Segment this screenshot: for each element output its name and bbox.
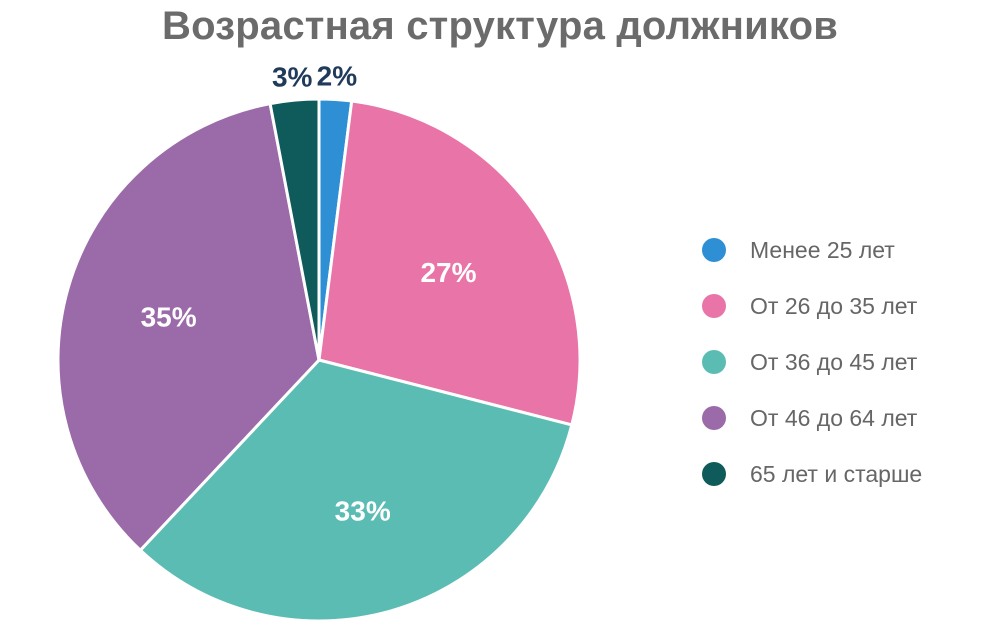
legend-label: 65 лет и старше <box>750 460 923 487</box>
slice-value-label: 27% <box>420 257 476 288</box>
legend-item: От 26 до 35 лет <box>702 278 922 334</box>
legend-label: От 26 до 35 лет <box>750 292 918 319</box>
slice-value-label: 2% <box>317 61 358 92</box>
legend-marker <box>702 406 726 430</box>
legend-marker <box>702 294 726 318</box>
legend: Менее 25 лет От 26 до 35 лет От 36 до 45 л… <box>702 222 922 502</box>
slice-value-label: 3% <box>272 61 313 92</box>
legend-label: От 46 до 64 лет <box>750 404 918 431</box>
pie-slice <box>317 99 582 427</box>
legend-marker <box>702 238 726 262</box>
legend-item: От 36 до 45 лет <box>702 334 922 390</box>
legend-marker <box>702 350 726 374</box>
pie-slices <box>56 97 582 623</box>
slice-value-label: 35% <box>141 301 197 332</box>
legend-marker <box>702 462 726 486</box>
pie-value-labels: 2% 27% 33% 35% 3% <box>141 61 477 527</box>
pie-slice <box>268 97 321 362</box>
legend-label: От 36 до 45 лет <box>750 348 918 375</box>
legend-item: Менее 25 лет <box>702 222 922 278</box>
chart-title: Возрастная структура должников <box>161 4 839 48</box>
legend-item: От 46 до 64 лет <box>702 390 922 446</box>
legend-item: 65 лет и старше <box>702 446 922 502</box>
slice-value-label: 33% <box>335 495 391 526</box>
legend-label: Менее 25 лет <box>750 236 895 263</box>
pie-slice <box>138 358 574 623</box>
pie-slice <box>56 102 321 552</box>
